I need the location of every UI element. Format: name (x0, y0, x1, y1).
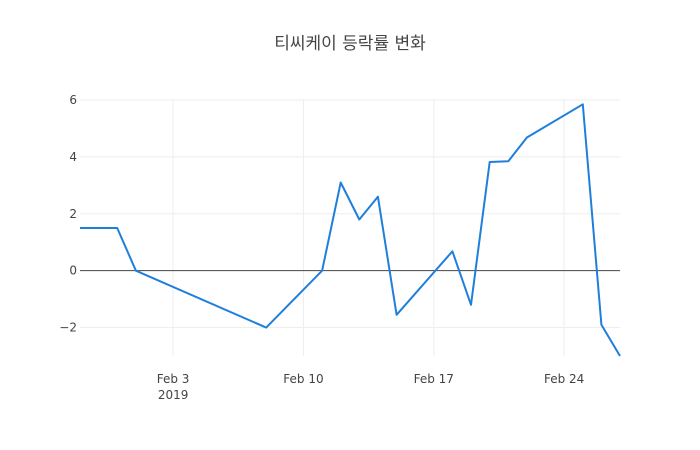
x-tick-label: Feb 10 (283, 372, 323, 386)
x-tick-label: Feb 17 (414, 372, 454, 386)
chart-title: 티씨케이 등락률 변화 (274, 34, 426, 54)
x-tick-sublabel: 2019 (158, 388, 189, 402)
y-axis-ticks: −2 0 2 4 6 (59, 93, 77, 335)
y-tick-label: 4 (69, 150, 77, 164)
y-tick-label: 2 (69, 207, 77, 221)
y-tick-label: −2 (59, 321, 77, 335)
x-tick-label: Feb 24 (544, 372, 584, 386)
y-tick-label: 0 (69, 264, 77, 278)
grid-lines (80, 99, 620, 356)
series-line (80, 103, 621, 357)
x-tick-label: Feb 3 (157, 372, 190, 386)
x-axis-ticks: Feb 3 2019 Feb 10 Feb 17 Feb 24 (157, 372, 585, 402)
y-tick-label: 6 (69, 93, 77, 107)
series-layer (80, 103, 621, 357)
